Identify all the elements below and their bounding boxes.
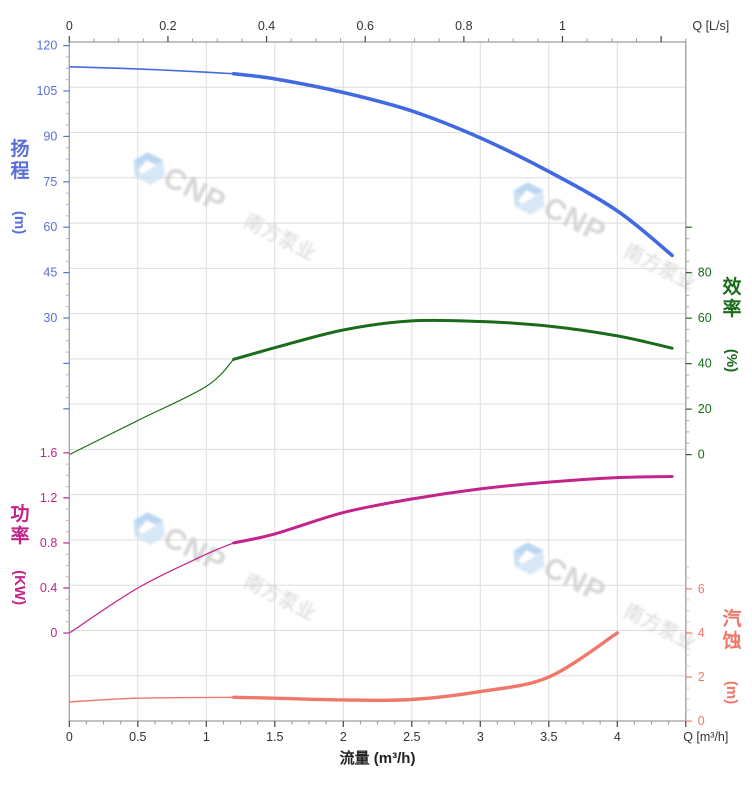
svg-text:1: 1: [559, 19, 566, 33]
svg-text:4: 4: [698, 626, 705, 640]
svg-text:Q [m³/h]: Q [m³/h]: [683, 730, 728, 744]
svg-text:0.4: 0.4: [258, 19, 275, 33]
svg-text:80: 80: [698, 266, 712, 280]
svg-text:120: 120: [36, 39, 57, 53]
svg-text:率: 率: [10, 524, 29, 547]
svg-text:0.8: 0.8: [455, 19, 472, 33]
svg-text:1.5: 1.5: [266, 730, 283, 744]
svg-text:45: 45: [43, 266, 57, 280]
svg-text:0: 0: [698, 714, 705, 728]
svg-text:2: 2: [340, 730, 347, 744]
svg-text:1: 1: [203, 730, 210, 744]
svg-text:3.5: 3.5: [540, 730, 557, 744]
svg-text:0: 0: [66, 730, 73, 744]
svg-text:1.2: 1.2: [40, 491, 57, 505]
svg-text:105: 105: [36, 84, 57, 98]
svg-text:75: 75: [43, 175, 57, 189]
svg-text:扬: 扬: [10, 137, 29, 160]
svg-text:6: 6: [698, 582, 705, 596]
svg-text:4: 4: [614, 730, 621, 744]
svg-text:0.2: 0.2: [159, 19, 176, 33]
svg-text:0: 0: [698, 448, 705, 462]
svg-text:60: 60: [43, 220, 57, 234]
svg-text:率: 率: [722, 297, 741, 320]
svg-text:2: 2: [698, 670, 705, 684]
svg-text:流量 (m³/h): 流量 (m³/h): [340, 749, 416, 767]
svg-text:0.5: 0.5: [129, 730, 146, 744]
svg-text:0: 0: [50, 626, 57, 640]
svg-text:30: 30: [43, 311, 57, 325]
svg-text:(%): (%): [723, 349, 740, 372]
svg-text:(m): (m): [11, 211, 28, 234]
svg-text:40: 40: [698, 357, 712, 371]
svg-text:效: 效: [722, 275, 741, 298]
svg-text:0.6: 0.6: [357, 19, 374, 33]
svg-text:20: 20: [698, 402, 712, 416]
svg-text:Q [L/s]: Q [L/s]: [692, 19, 729, 33]
svg-text:0.8: 0.8: [40, 536, 57, 550]
svg-text:0: 0: [66, 19, 73, 33]
svg-text:60: 60: [698, 311, 712, 325]
svg-text:2.5: 2.5: [403, 730, 420, 744]
svg-text:3: 3: [477, 730, 484, 744]
svg-text:蚀: 蚀: [721, 629, 741, 652]
svg-text:(m): (m): [723, 681, 740, 704]
svg-text:90: 90: [43, 129, 57, 143]
svg-text:0.4: 0.4: [40, 581, 57, 595]
svg-text:功: 功: [10, 503, 29, 525]
svg-text:汽: 汽: [722, 607, 741, 630]
svg-text:程: 程: [10, 160, 29, 182]
svg-text:1.6: 1.6: [40, 446, 57, 460]
svg-text:(KW): (KW): [11, 570, 28, 605]
